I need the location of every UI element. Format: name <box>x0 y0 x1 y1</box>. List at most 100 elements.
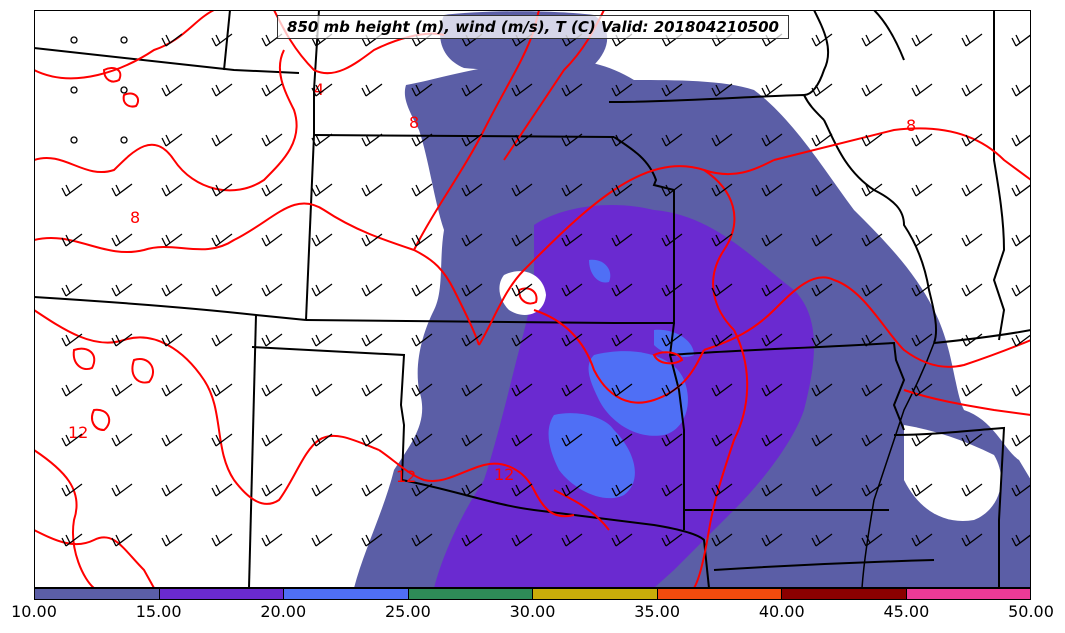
wind-barb <box>761 433 783 447</box>
calm-wind-circle <box>120 136 128 144</box>
wind-barb <box>311 83 333 97</box>
wind-barb <box>661 433 683 447</box>
wind-barb <box>861 33 883 47</box>
wind-barb <box>961 433 983 447</box>
wind-barb <box>761 333 783 347</box>
wind-barb <box>561 333 583 347</box>
colorbar-tick-label: 30.00 <box>509 602 556 621</box>
wind-barb <box>261 133 283 147</box>
wind-barb <box>761 533 783 547</box>
wind-barb <box>561 383 583 397</box>
calm-wind-circle <box>70 86 78 94</box>
wind-barb <box>961 333 983 347</box>
wind-barb <box>961 133 983 147</box>
wind-barb <box>611 283 633 297</box>
wind-barb <box>811 433 833 447</box>
wind-barb <box>361 483 383 497</box>
wind-barb <box>861 333 883 347</box>
wind-barb <box>561 283 583 297</box>
wind-barb <box>811 83 833 97</box>
wind-barb <box>211 283 233 297</box>
wind-barb <box>411 383 433 397</box>
wind-barb <box>511 183 533 197</box>
wind-barb <box>661 133 683 147</box>
wind-barb <box>361 533 383 547</box>
wind-barb <box>961 83 983 97</box>
wind-barb <box>1011 133 1031 147</box>
wind-barb <box>211 83 233 97</box>
wind-barb <box>461 533 483 547</box>
contour-label-4: 4 <box>314 80 324 99</box>
colorbar-segment <box>533 589 658 599</box>
wind-shade-20-25-a <box>588 351 688 436</box>
wind-barb <box>511 133 533 147</box>
wind-barb <box>411 483 433 497</box>
wind-barb <box>911 533 933 547</box>
wind-barb <box>761 383 783 397</box>
wind-barb <box>1011 83 1031 97</box>
wind-barb <box>711 233 733 247</box>
colorbar-tick-label: 50.00 <box>1008 602 1054 621</box>
wind-barb <box>561 533 583 547</box>
wind-barb <box>811 383 833 397</box>
wind-barb <box>361 333 383 347</box>
wind-barb <box>261 333 283 347</box>
wind-barb <box>61 233 83 247</box>
wind-barb <box>711 533 733 547</box>
wind-barbs <box>61 33 1031 547</box>
wind-barb <box>1011 33 1031 47</box>
wind-barb <box>661 483 683 497</box>
contour-label-12-east: 12 <box>494 465 514 484</box>
wind-barb <box>811 33 833 47</box>
colorbar-tick-label: 20.00 <box>260 602 307 621</box>
wind-barb <box>161 183 183 197</box>
wind-barb <box>611 83 633 97</box>
wind-barb <box>661 283 683 297</box>
wind-barb <box>561 233 583 247</box>
wind-barb <box>411 433 433 447</box>
wind-barb <box>61 433 83 447</box>
wind-barb <box>561 83 583 97</box>
wind-barb <box>411 283 433 297</box>
wind-barb <box>411 533 433 547</box>
wind-barb <box>961 233 983 247</box>
wind-barb <box>411 133 433 147</box>
wind-barb <box>461 483 483 497</box>
wind-barb <box>911 333 933 347</box>
wind-barb <box>511 433 533 447</box>
colorbar-tick-label: 45.00 <box>883 602 930 621</box>
contour-labels: 4 8 8 8 12 12 12 <box>68 80 916 486</box>
wind-barb <box>711 383 733 397</box>
wind-barb <box>361 433 383 447</box>
wind-barb <box>211 433 233 447</box>
wind-barb <box>911 83 933 97</box>
wind-barb <box>1011 233 1031 247</box>
wind-barb <box>111 383 133 397</box>
wind-barb <box>261 383 283 397</box>
wind-barb <box>761 233 783 247</box>
wind-barb <box>1011 533 1031 547</box>
wind-barb <box>711 333 733 347</box>
wind-barb <box>311 233 333 247</box>
wind-shade-20-25-c <box>654 329 694 357</box>
wind-barb <box>911 283 933 297</box>
wind-barb <box>611 233 633 247</box>
wind-barb <box>511 233 533 247</box>
state-boundaries <box>34 10 1031 588</box>
wind-barb <box>811 333 833 347</box>
wind-barb <box>511 83 533 97</box>
wind-barb <box>811 283 833 297</box>
wind-barb <box>761 183 783 197</box>
wind-barb <box>211 233 233 247</box>
wind-barb <box>461 383 483 397</box>
colorbar-tick-label: 35.00 <box>634 602 681 621</box>
wind-barb <box>1011 383 1031 397</box>
wind-barb <box>61 533 83 547</box>
wind-barb <box>611 133 633 147</box>
wind-barb <box>211 183 233 197</box>
wind-barb <box>811 233 833 247</box>
map-canvas: 4 8 8 8 12 12 12 <box>34 10 1031 588</box>
wind-barb <box>361 283 383 297</box>
wind-barb <box>361 383 383 397</box>
wind-barb <box>561 433 583 447</box>
